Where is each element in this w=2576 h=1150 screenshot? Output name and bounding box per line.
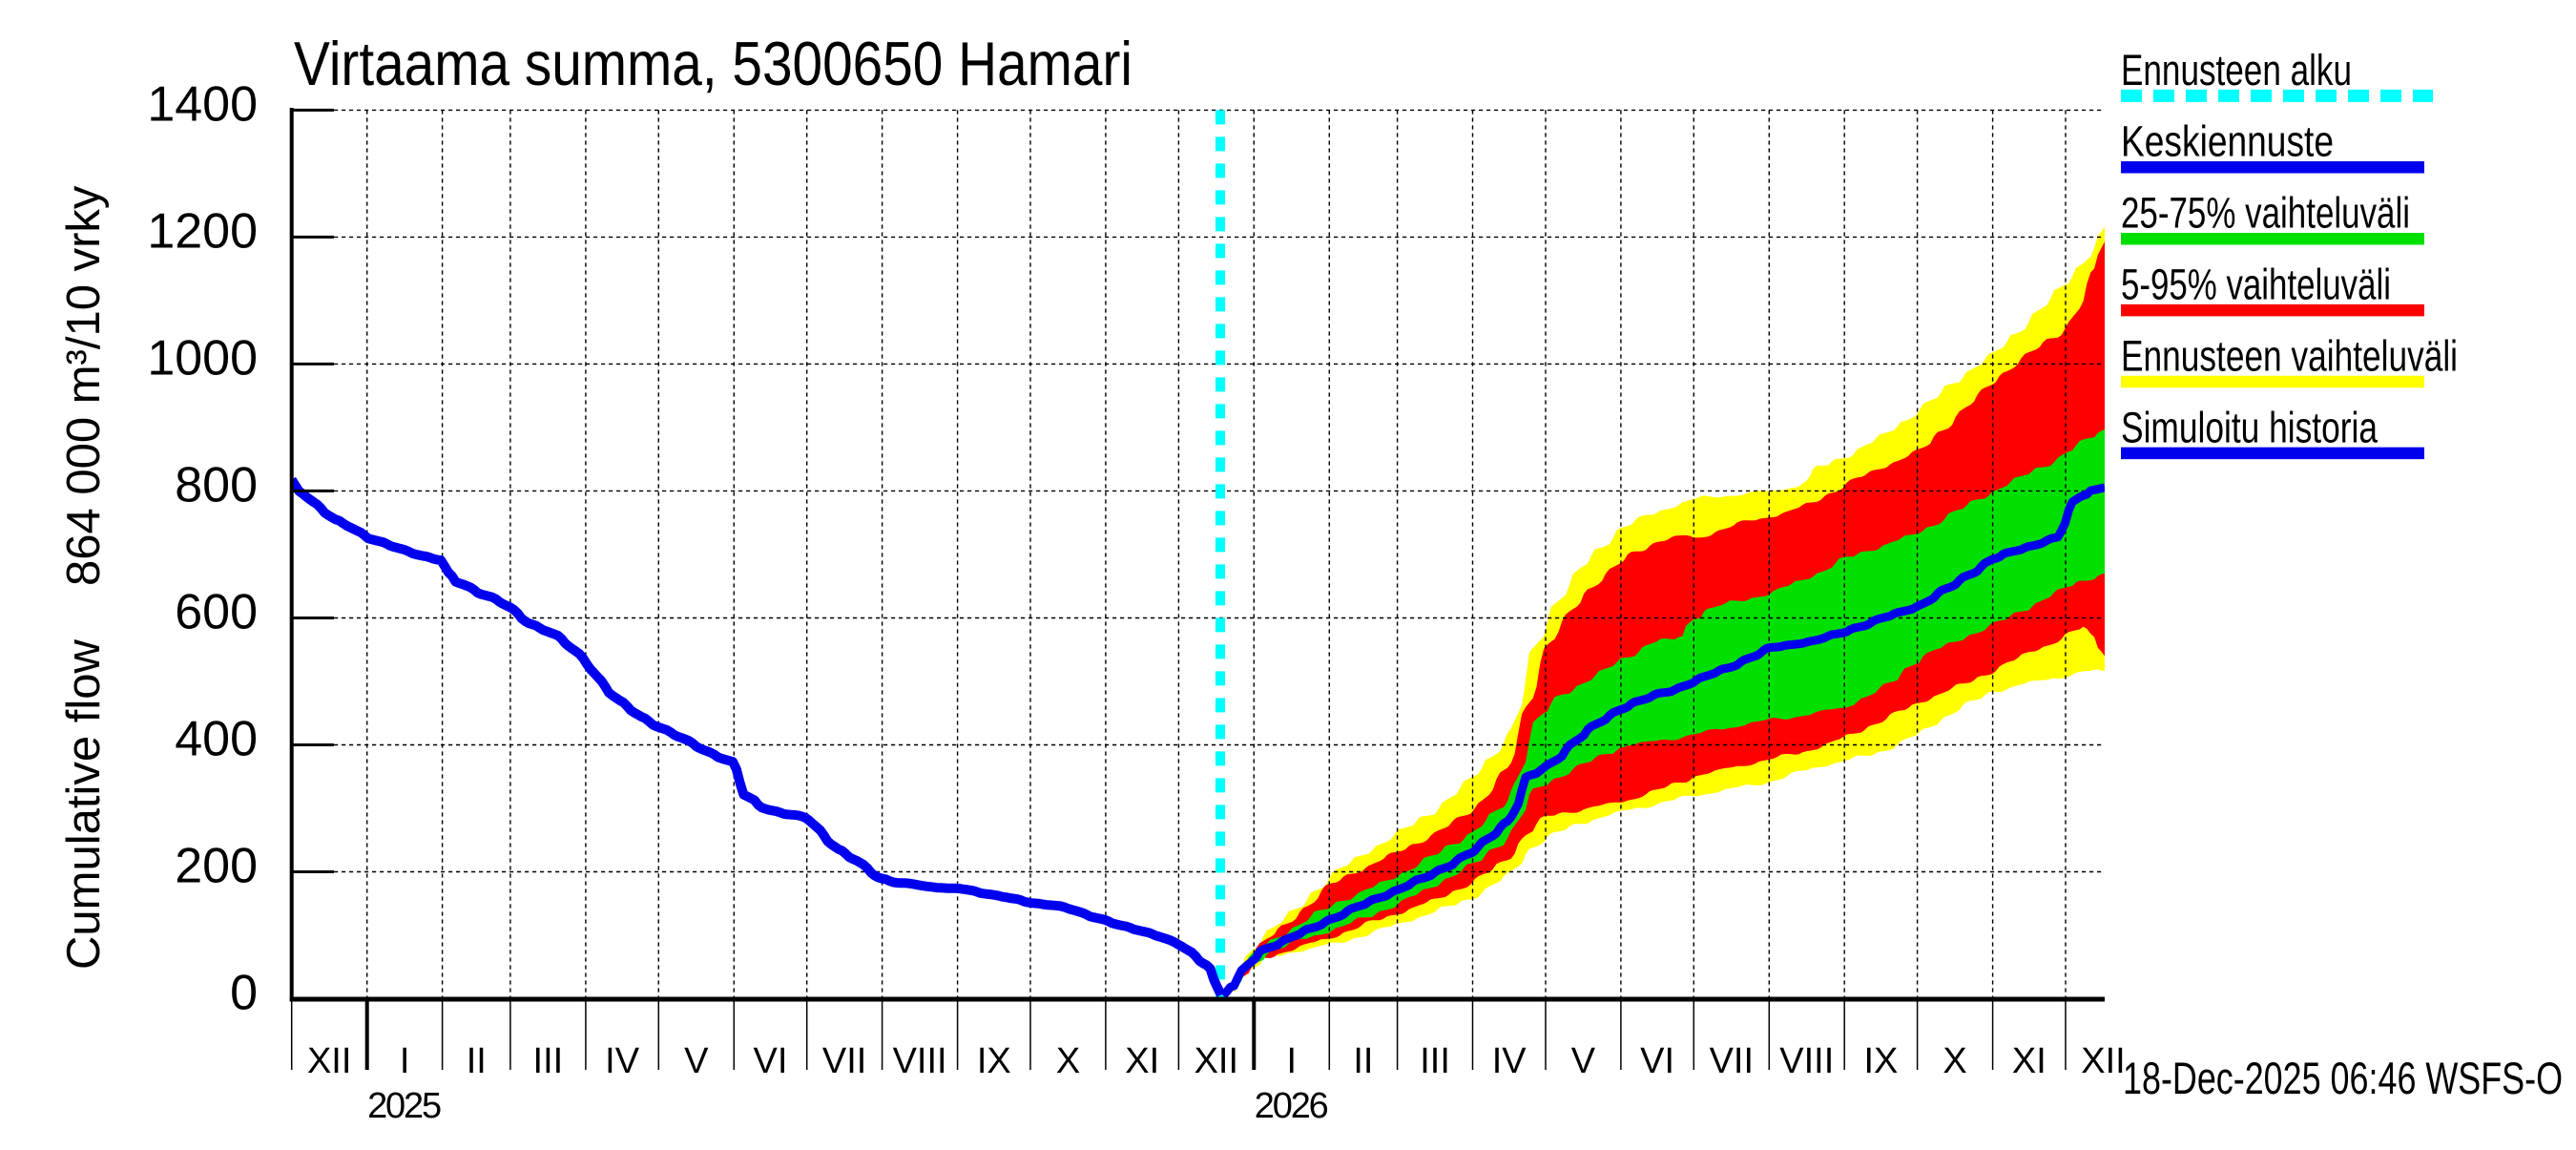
svg-text:25-75% vaihteluväli: 25-75% vaihteluväli: [2121, 189, 2410, 238]
svg-text:XI: XI: [2012, 1041, 2046, 1081]
svg-text:VIII: VIII: [1779, 1041, 1834, 1081]
svg-text:200: 200: [175, 839, 258, 894]
svg-text:5-95% vaihteluväli: 5-95% vaihteluväli: [2121, 261, 2391, 309]
svg-text:VII: VII: [822, 1041, 866, 1081]
svg-text:600: 600: [175, 585, 258, 640]
svg-text:2026: 2026: [1255, 1086, 1329, 1126]
svg-text:0: 0: [230, 966, 258, 1021]
svg-text:V: V: [684, 1041, 709, 1081]
svg-text:I: I: [1287, 1041, 1298, 1081]
svg-text:Simuloitu historia: Simuloitu historia: [2121, 403, 2379, 451]
svg-text:VI: VI: [754, 1041, 788, 1081]
svg-text:VII: VII: [1710, 1041, 1754, 1081]
svg-text:II: II: [467, 1041, 487, 1081]
svg-text:18-Dec-2025 06:46 WSFS-O: 18-Dec-2025 06:46 WSFS-O: [2123, 1053, 2563, 1103]
svg-text:1000: 1000: [147, 330, 258, 386]
svg-text:XII: XII: [1195, 1041, 1238, 1081]
svg-text:X: X: [1056, 1041, 1080, 1081]
svg-text:Ennusteen alku: Ennusteen alku: [2121, 46, 2352, 94]
svg-text:2025: 2025: [367, 1086, 442, 1126]
svg-text:III: III: [1420, 1041, 1450, 1081]
svg-text:Ennusteen vaihteluväli: Ennusteen vaihteluväli: [2121, 331, 2458, 380]
svg-text:XII: XII: [307, 1041, 351, 1081]
svg-text:Virtaama summa, 5300650 Hamari: Virtaama summa, 5300650 Hamari: [294, 29, 1132, 98]
svg-text:IX: IX: [1863, 1041, 1898, 1081]
svg-text:IX: IX: [977, 1041, 1011, 1081]
svg-text:III: III: [533, 1041, 564, 1081]
svg-text:Cumulative flow: Cumulative flow: [58, 639, 110, 970]
svg-text:800: 800: [175, 457, 258, 512]
svg-text:VI: VI: [1640, 1041, 1674, 1081]
svg-text:864 000 m³/10 vrky: 864 000 m³/10 vrky: [58, 185, 110, 586]
svg-text:XI: XI: [1125, 1041, 1159, 1081]
svg-text:VIII: VIII: [893, 1041, 947, 1081]
svg-text:1200: 1200: [147, 203, 258, 259]
svg-text:IV: IV: [1492, 1041, 1527, 1081]
svg-text:X: X: [1942, 1041, 1966, 1081]
svg-text:II: II: [1353, 1041, 1373, 1081]
svg-text:V: V: [1571, 1041, 1596, 1081]
svg-text:XII: XII: [2081, 1041, 2125, 1081]
svg-text:IV: IV: [605, 1041, 640, 1081]
svg-text:400: 400: [175, 712, 258, 767]
svg-text:Keskiennuste: Keskiennuste: [2121, 117, 2334, 166]
svg-text:1400: 1400: [147, 76, 258, 132]
svg-text:I: I: [400, 1041, 410, 1081]
